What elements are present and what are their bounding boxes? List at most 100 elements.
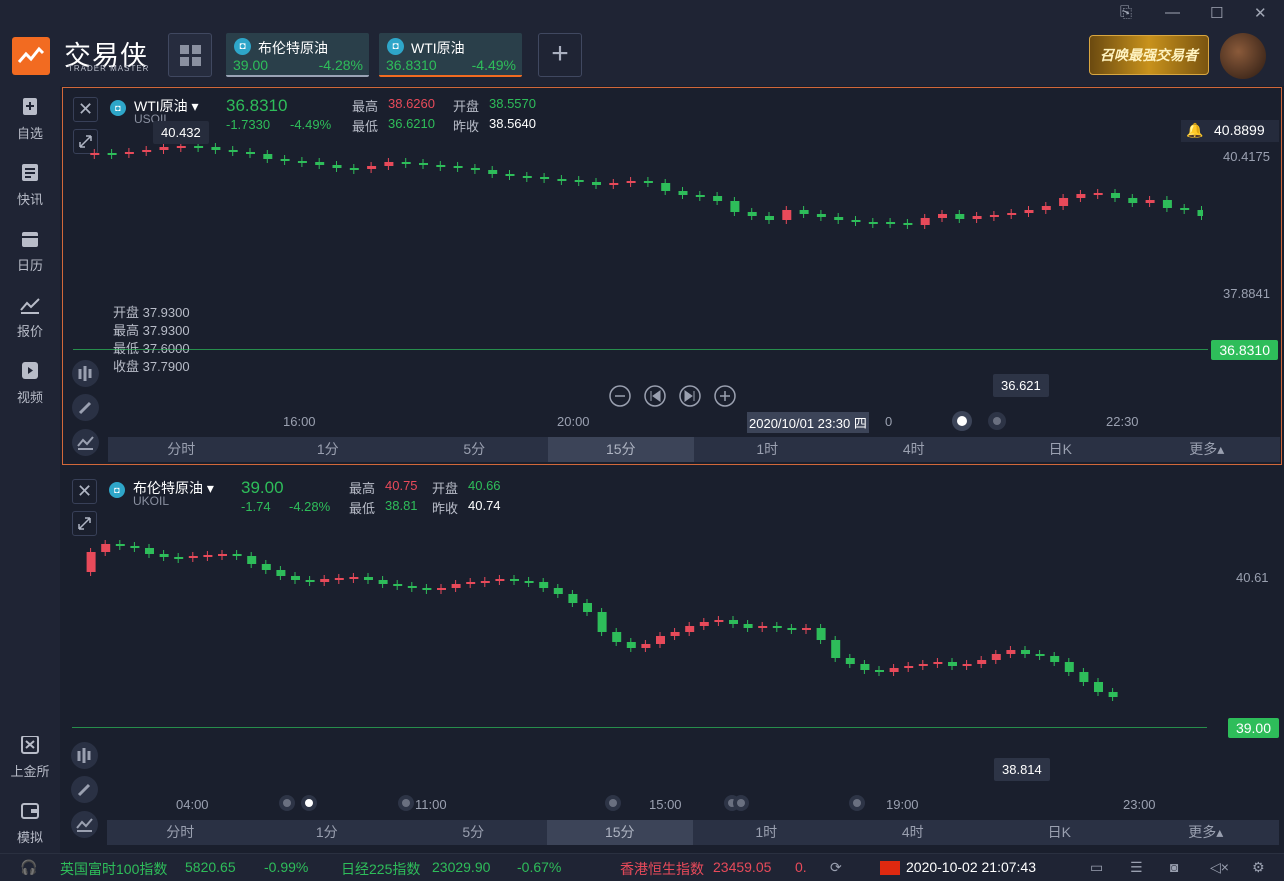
event-marker-dot: [402, 799, 410, 807]
candle: [948, 662, 957, 666]
candle: [962, 664, 972, 666]
settings-icon[interactable]: ⚙: [1252, 859, 1265, 875]
chart-type-button[interactable]: [72, 360, 99, 387]
indicator-button[interactable]: [71, 811, 98, 838]
tf-tab[interactable]: 4时: [902, 441, 925, 457]
maximize-button[interactable]: ☐: [1210, 5, 1224, 22]
tf-tab-active[interactable]: 15分: [546, 820, 693, 845]
tf-tab[interactable]: 5分: [463, 441, 486, 457]
ohlc-close: 收盘 37.7900: [113, 359, 190, 374]
tf-more[interactable]: 更多▴: [1189, 441, 1225, 457]
symbol-icon: ◘: [387, 38, 404, 55]
chevron-down-icon[interactable]: ▾: [206, 480, 214, 496]
x-axis-label: 19:00: [886, 797, 919, 812]
sidebar-item-calendar[interactable]: 日历: [0, 230, 60, 274]
avatar[interactable]: [1220, 33, 1266, 79]
close-window-button[interactable]: ✕: [1254, 5, 1267, 22]
draw-tool-button[interactable]: [72, 394, 99, 421]
chart-type-button[interactable]: [71, 742, 98, 769]
tf-tab[interactable]: 1分: [315, 824, 338, 840]
event-markers[interactable]: [212, 793, 1012, 813]
candle: [510, 579, 519, 581]
event-marker[interactable]: [988, 412, 1006, 430]
indicator-button[interactable]: [72, 429, 99, 456]
candle: [1007, 213, 1017, 215]
layers-icon[interactable]: ⎘: [1120, 4, 1133, 21]
sidebar-item-quotes[interactable]: 报价: [0, 296, 60, 340]
candle: [904, 666, 914, 668]
rewind-icon: [644, 385, 666, 407]
candle: [626, 642, 636, 648]
sidebar-item-video[interactable]: 视频: [0, 362, 60, 406]
candle: [539, 582, 549, 588]
low-value: 38.81: [385, 498, 418, 513]
tf-tab[interactable]: 5分: [462, 824, 485, 840]
pencil-icon: [77, 783, 91, 797]
ticker-ftse-name[interactable]: 英国富时100指数: [60, 861, 168, 877]
ticker-toggle-icon[interactable]: ⟳: [830, 859, 842, 875]
tab-wti[interactable]: ◘ WTI原油 36.8310 -4.49%: [379, 33, 522, 77]
close-panel-button[interactable]: ✕: [73, 97, 98, 122]
screen-icon[interactable]: ▭: [1090, 859, 1104, 875]
event-marker-dot: [609, 799, 617, 807]
minimize-button[interactable]: —: [1165, 4, 1180, 21]
tf-tab[interactable]: 分时: [167, 441, 196, 457]
sidebar-item-news[interactable]: 快讯: [0, 164, 60, 208]
candle: [574, 180, 584, 182]
layout-grid-button[interactable]: [168, 33, 212, 77]
pencil-icon: [78, 401, 92, 415]
tab-brent[interactable]: ◘ 布伦特原油 39.00 -4.28%: [226, 33, 369, 77]
symbol-name[interactable]: WTI原油 ▾: [134, 98, 199, 114]
promo-banner[interactable]: 召唤最强交易者: [1089, 35, 1209, 75]
timeframe-bar: 分时 1分 5分 15分 1时 4时 日K 更多▴: [108, 437, 1280, 462]
tf-tab[interactable]: 1分: [316, 441, 339, 457]
headset-icon[interactable]: 🎧: [20, 859, 38, 875]
symbol-name[interactable]: 布伦特原油 ▾: [133, 480, 214, 496]
mute-icon[interactable]: ◁×: [1210, 859, 1229, 875]
tf-tab[interactable]: 1时: [755, 824, 778, 840]
close-panel-button[interactable]: ✕: [72, 479, 97, 504]
tf-tab[interactable]: 1时: [756, 441, 779, 457]
wallet-icon: [21, 803, 39, 819]
expand-button[interactable]: [73, 129, 98, 154]
menu-icon[interactable]: ☰: [1130, 859, 1143, 875]
camera-icon[interactable]: ◙: [1170, 859, 1179, 875]
tf-tab[interactable]: 分时: [166, 824, 195, 840]
low-marker: 38.814: [994, 758, 1050, 781]
prev-close-value: 38.5640: [489, 116, 536, 131]
tf-tab[interactable]: 日K: [1047, 824, 1071, 840]
price-change: -1.74: [241, 499, 271, 514]
ticker-nikkei-name[interactable]: 日经225指数: [341, 861, 421, 877]
sidebar-item-watchlist[interactable]: 自选: [0, 98, 60, 142]
sidebar-item-sge[interactable]: 上金所: [0, 735, 60, 780]
draw-tool-button[interactable]: [71, 776, 98, 803]
candle: [1111, 193, 1120, 198]
price-alert[interactable]: 🔔 40.8899: [1181, 120, 1279, 142]
tf-more[interactable]: 更多▴: [1188, 824, 1224, 840]
x-axis-label-partial: 0: [885, 414, 893, 429]
tf-tab[interactable]: 4时: [901, 824, 924, 840]
candle: [393, 584, 403, 586]
candle: [765, 216, 774, 220]
tab-name: WTI原油: [411, 40, 465, 56]
candle: [729, 620, 738, 624]
event-marker[interactable]: [952, 411, 972, 431]
candle: [1050, 656, 1060, 662]
sidebar-item-simulate[interactable]: 模拟: [0, 802, 60, 846]
candle: [495, 579, 505, 581]
candle: [845, 658, 855, 664]
ticker-hsi-name[interactable]: 香港恒生指数: [620, 861, 704, 877]
expand-button[interactable]: [72, 511, 97, 536]
candlestick-chart[interactable]: [73, 138, 1203, 398]
candle: [1128, 198, 1138, 203]
add-tab-button[interactable]: +: [538, 33, 582, 77]
tf-tab-active[interactable]: 15分: [547, 437, 694, 462]
candle: [695, 195, 705, 197]
price-change-pct: -4.28%: [289, 499, 331, 514]
tab-price: 36.8310: [386, 57, 437, 73]
tf-tab[interactable]: 日K: [1048, 441, 1072, 457]
app-brand: 交易侠: [64, 41, 148, 71]
candlestick-chart[interactable]: [72, 532, 1202, 752]
chevron-down-icon[interactable]: ▾: [191, 98, 199, 114]
sidebar-item-label: 视频: [16, 390, 43, 405]
